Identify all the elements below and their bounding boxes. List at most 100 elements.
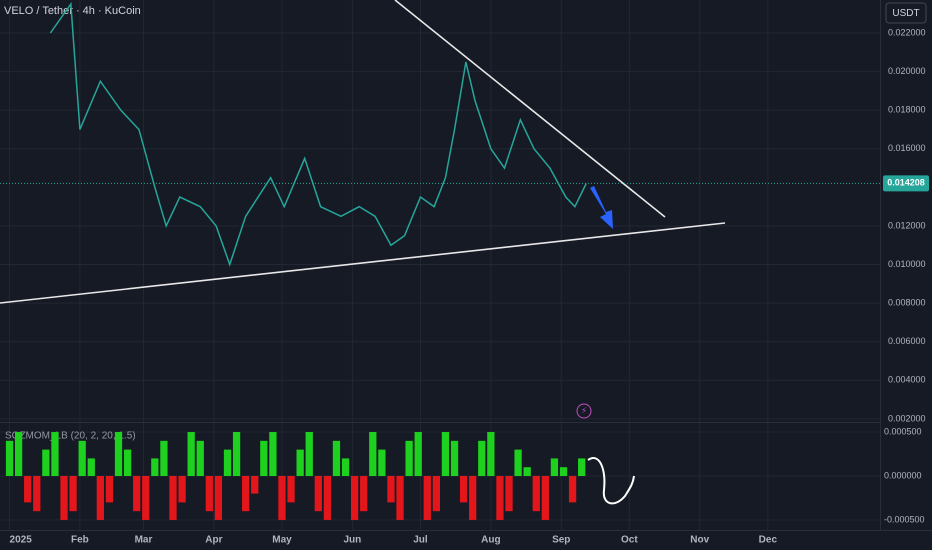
momentum-bar [396,476,404,520]
momentum-bar [478,440,486,476]
momentum-bar [405,440,413,476]
y-tick-label: 0.006000 [888,336,926,346]
momentum-bar [133,476,141,512]
y-tick-label: 0.000500 [884,426,922,436]
x-tick-label: Mar [135,535,153,546]
momentum-bar [251,476,259,494]
momentum-bar [487,432,495,476]
momentum-bar [187,432,195,476]
momentum-bar [60,476,68,520]
momentum-bar [33,476,41,512]
momentum-bar [287,476,295,503]
chart-title: VELO / Tether · 4h · KuCoin [4,5,141,17]
trendline-lower [0,222,726,304]
momentum-bar [450,440,459,476]
momentum-bar [278,476,286,520]
grid [0,0,880,530]
y-tick-label: 0.016000 [888,143,926,153]
arrow [590,186,613,229]
momentum-bar [214,476,223,520]
momentum-bar [550,458,559,476]
y-tick-label: 0.018000 [888,105,926,115]
momentum-bar [114,432,123,476]
x-tick-label: Nov [690,535,709,546]
y-tick-label: -0.000500 [884,514,925,524]
momentum-bar [14,432,23,476]
momentum-bar [142,476,150,520]
momentum-bar [123,449,132,476]
momentum-bar [505,476,513,512]
momentum-bar [260,440,268,476]
momentum-bar [351,476,359,520]
marks [0,1,880,520]
momentum-bar [514,449,522,476]
x-tick-label: Feb [71,535,89,546]
momentum-bar [332,440,341,476]
x-tick-label: Oct [621,535,638,546]
y-tick-label: 0.002000 [888,413,926,423]
momentum-bar [69,476,77,512]
momentum-bar [223,449,232,476]
x-tick-label: Jun [343,535,361,546]
y-tick-label: 0.010000 [888,259,926,269]
momentum-bar [178,476,186,503]
momentum-bar [205,476,213,512]
x-tick-label: Aug [481,535,500,546]
momentum-bar [105,476,114,503]
momentum-bar [523,467,531,476]
momentum-bar [341,458,350,476]
momentum-bar [160,440,168,476]
x-tick-label: May [272,535,292,546]
momentum-bar [323,476,332,520]
momentum-bar [441,432,450,476]
momentum-bar [196,440,204,476]
x-tick-label: Sep [552,535,570,546]
alert-icon[interactable] [576,403,592,419]
y-tick-label: 0.020000 [888,66,926,76]
momentum-bar [378,449,386,476]
momentum-bar [414,432,422,476]
momentum-bar [578,458,586,476]
indicator-title: SQZMOM_LB (20, 2, 20, 1.5) [5,431,136,442]
momentum-bar [360,476,368,512]
momentum-bar [314,476,322,512]
alert-icon-glyph: ⚡ [581,405,587,415]
y-tick-label: 0.012000 [888,220,926,230]
momentum-bar [96,476,104,520]
y-tick-label: 0.000000 [884,470,922,480]
momentum-bar [369,432,377,476]
last-value-badge [883,175,929,192]
x-tick-label: 2025 [10,535,33,546]
currency-label: USDT [892,8,919,19]
momentum-bar [541,476,549,520]
trendline-upper [394,0,666,218]
forecast-curve [587,457,635,505]
currency-button[interactable] [885,2,927,24]
momentum-bar [51,432,59,476]
momentum-bar [78,440,86,476]
momentum-bar [387,476,395,503]
x-tick-label: Jul [413,535,428,546]
momentum-bar [469,476,477,520]
momentum-bar [568,476,577,503]
momentum-bar [269,432,277,476]
momentum-bar [242,476,250,512]
momentum-bar [169,476,177,520]
momentum-bar [151,458,159,476]
momentum-bar [232,432,241,476]
momentum-bar [532,476,540,512]
momentum-bar [42,449,50,476]
y-tick-label: 0.008000 [888,298,926,308]
momentum-bar [296,449,304,476]
momentum-bar [559,467,568,476]
momentum-bar [87,458,95,476]
y-tick-label: 0.022000 [888,27,926,37]
momentum-bar [432,476,440,512]
momentum-bar [24,476,32,503]
x-tick-label: Apr [205,535,222,546]
momentum-bar [5,440,14,476]
momentum-bar [423,476,431,520]
x-tick-label: Dec [759,535,778,546]
